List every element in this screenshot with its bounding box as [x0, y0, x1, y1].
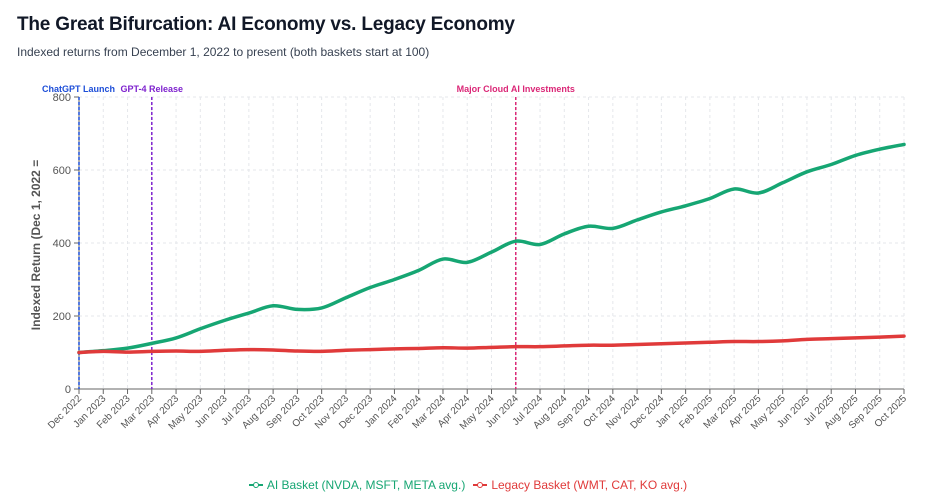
- legend-item[interactable]: Legacy Basket (WMT, CAT, KO avg.): [473, 478, 687, 492]
- chart-title: The Great Bifurcation: AI Economy vs. Le…: [17, 14, 515, 35]
- legend: AI Basket (NVDA, MSFT, META avg.) Legacy …: [0, 478, 936, 493]
- y-tick-label: 0: [65, 384, 71, 396]
- y-tick-label: 600: [53, 165, 71, 177]
- series-line-ai-basket: [77, 142, 906, 355]
- annotation-label: GPT-4 Release: [121, 84, 184, 94]
- y-tick-label: 400: [53, 238, 71, 250]
- legend-label: Legacy Basket (WMT, CAT, KO avg.): [491, 478, 688, 492]
- chart-subtitle: Indexed returns from December 1, 2022 to…: [17, 45, 430, 59]
- series-lines: [77, 142, 906, 355]
- annotation-label: Major Cloud AI Investments: [457, 84, 575, 94]
- grid: [78, 96, 905, 390]
- annotations: ChatGPT Launch GPT-4 Release Major Cloud A…: [42, 84, 575, 389]
- legend-item[interactable]: AI Basket (NVDA, MSFT, META avg.): [248, 478, 466, 492]
- legend-label: AI Basket (NVDA, MSFT, META avg.): [266, 478, 466, 492]
- y-axis-label: Indexed Return (Dec 1, 2022 =: [29, 160, 43, 330]
- series-line-legacy-basket: [77, 334, 906, 355]
- y-tick-label: 200: [53, 311, 71, 323]
- legend-swatch-icon: [473, 480, 488, 490]
- legend-swatch-icon: [248, 480, 263, 490]
- annotation-label: ChatGPT Launch: [42, 84, 115, 94]
- y-tick-label: 800: [53, 92, 71, 104]
